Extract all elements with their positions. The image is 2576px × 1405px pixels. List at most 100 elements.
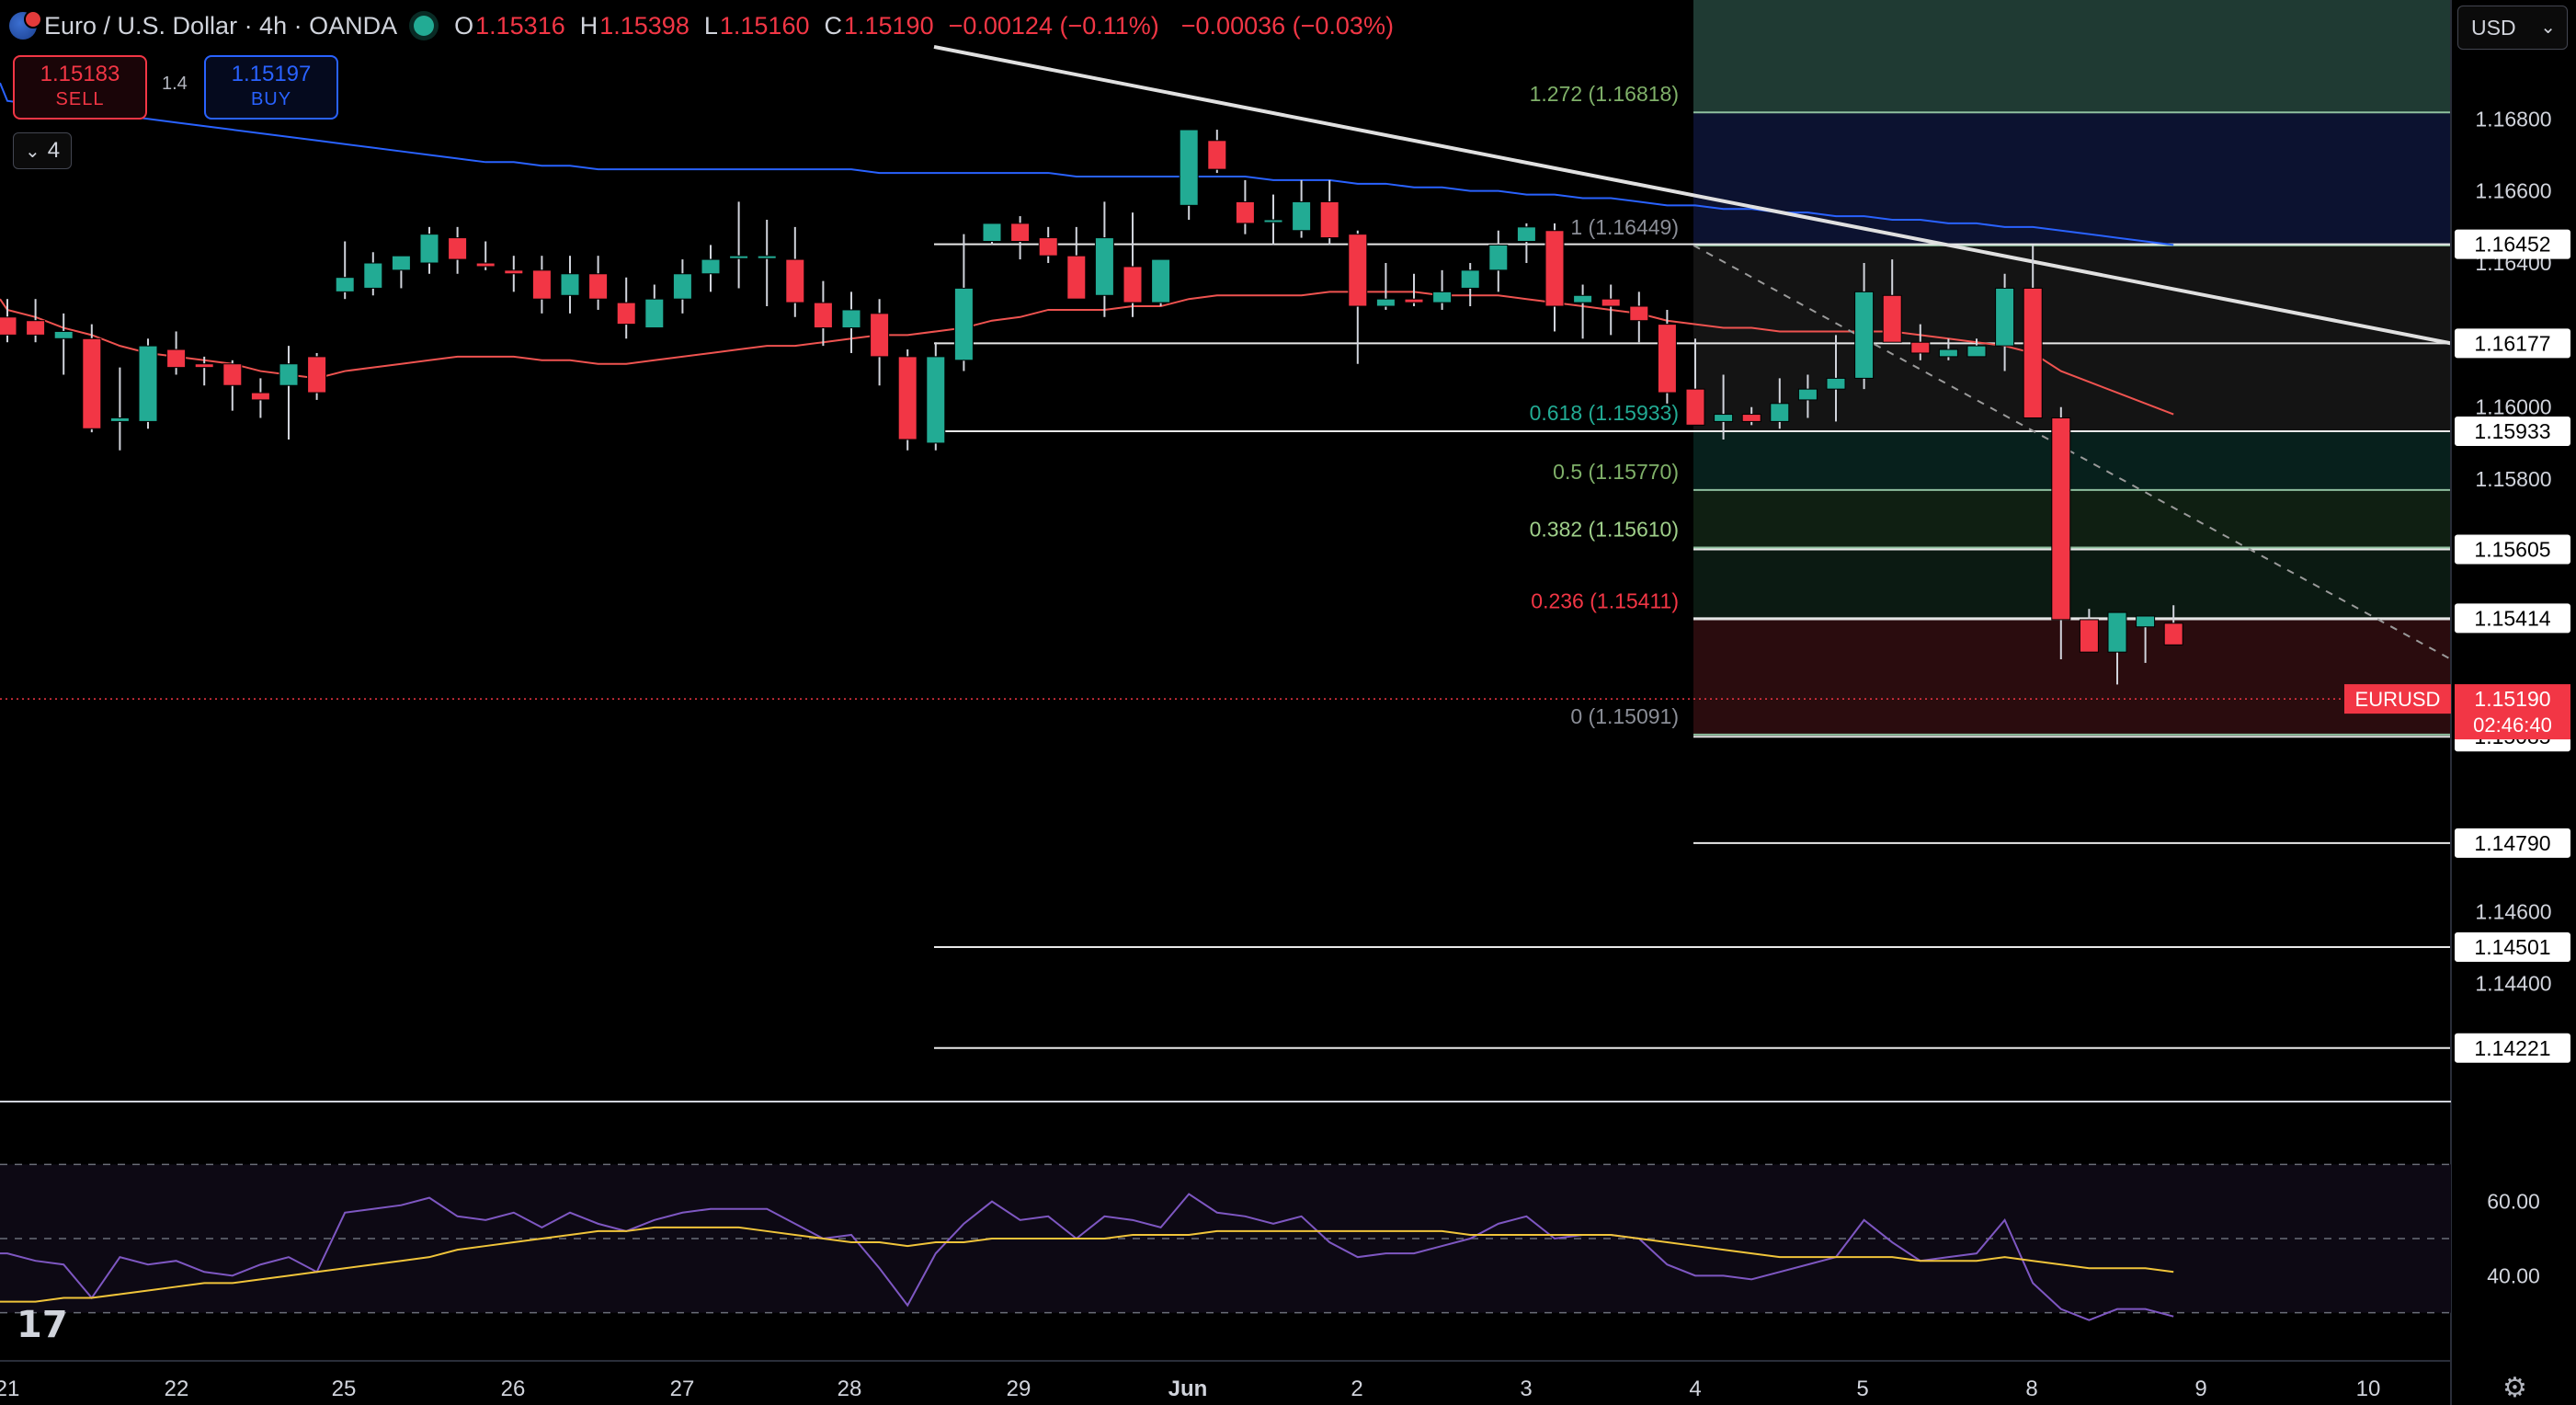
buy-button[interactable]: 1.15197 BUY — [204, 55, 338, 120]
high-value: 1.15398 — [599, 11, 690, 40]
candle-down — [1207, 140, 1227, 170]
buy-label: BUY — [250, 89, 292, 109]
fib-zone — [1693, 619, 2451, 735]
candle-down — [616, 302, 636, 326]
candle-down — [785, 258, 805, 303]
candle-down — [0, 316, 17, 336]
candle-down — [2051, 417, 2071, 621]
candle-down — [531, 269, 552, 300]
candle-up — [1966, 345, 1987, 358]
price-label: 1.14221 — [2474, 1036, 2550, 1060]
candle-down — [1657, 324, 1677, 394]
candle-up — [109, 417, 130, 422]
sell-button[interactable]: 1.15183 SELL — [13, 55, 147, 120]
candle-down — [897, 356, 918, 440]
candle-down — [194, 363, 214, 369]
candle-up — [2136, 615, 2156, 628]
candle-up — [1094, 237, 1114, 296]
candle-up — [1826, 377, 1846, 390]
fib-zone — [1693, 430, 2451, 490]
candle-up — [841, 309, 861, 329]
time-tick-label: 4 — [1689, 1376, 1701, 1401]
candle-up — [1516, 226, 1536, 243]
price-label: 1.14790 — [2474, 831, 2550, 855]
candle-down — [1601, 298, 1621, 307]
candle-down — [1629, 305, 1649, 322]
last-price-bg — [2455, 684, 2570, 740]
symbol-tag: EURUSD — [2355, 688, 2441, 711]
symbol-tag-bg — [2344, 684, 2451, 714]
candle-down — [1010, 223, 1031, 243]
time-tick-label: 9 — [2194, 1376, 2206, 1401]
chevron-down-icon: ⌄ — [24, 141, 40, 162]
buy-price: 1.15197 — [231, 62, 312, 86]
price-label: 1.14501 — [2474, 935, 2550, 959]
fib-zone — [1693, 245, 2451, 431]
candle-up — [1714, 414, 1734, 422]
candle-up — [1938, 348, 1958, 358]
candle-up — [560, 273, 580, 296]
candle-up — [335, 277, 355, 292]
last-price-value: 1.15190 — [2474, 687, 2550, 711]
time-tick-label: 8 — [2025, 1376, 2037, 1401]
ma-red-line — [0, 291, 2174, 416]
close-value: 1.15190 — [843, 11, 934, 40]
candle-down — [307, 356, 327, 394]
candle-down — [1910, 341, 1931, 354]
price-tick-label: 1.16600 — [2475, 179, 2551, 203]
candle-down — [250, 392, 270, 401]
fib-label: 1.272 (1.16818) — [1530, 82, 1679, 106]
time-tick-label: 25 — [332, 1376, 357, 1401]
price-label: 1.16177 — [2474, 331, 2550, 355]
candle-up — [1995, 287, 2015, 347]
tradingview-logo-icon[interactable]: 17 — [17, 1304, 68, 1346]
candle-up — [1375, 298, 1396, 307]
settings-gear-icon[interactable]: ⚙ — [2502, 1373, 2527, 1403]
candle-up — [1488, 244, 1509, 271]
fib-zone-top — [1693, 0, 2451, 113]
market-open-dot-icon — [414, 16, 435, 36]
price-label-bg — [2455, 603, 2570, 634]
candle-down — [813, 302, 833, 329]
time-tick-label: 27 — [670, 1376, 695, 1401]
fib-label: 0.382 (1.15610) — [1530, 518, 1679, 542]
candle-up — [644, 298, 665, 329]
price-tick-label: 1.15800 — [2475, 467, 2551, 491]
price-tick-label: 1.16800 — [2475, 107, 2551, 131]
candle-down — [1404, 298, 1424, 303]
candle-up — [982, 223, 1002, 243]
fib-label: 0.5 (1.15770) — [1553, 460, 1679, 484]
price-label-bg — [2455, 328, 2570, 359]
high-label: H — [579, 11, 598, 40]
fib-zone — [1693, 112, 2451, 246]
price-label: 1.15933 — [2474, 419, 2550, 443]
candle-up — [1263, 219, 1283, 223]
time-tick-label: 10 — [2356, 1376, 2381, 1401]
candle-down — [222, 363, 243, 386]
time-tick-label: 26 — [501, 1376, 526, 1401]
ma-blue-line — [0, 82, 2174, 246]
candle-up — [1179, 129, 1199, 206]
open-label: O — [454, 11, 474, 40]
candle-down — [26, 320, 46, 336]
price-label: 1.15414 — [2474, 606, 2550, 630]
candle-down — [588, 273, 609, 300]
change-value-2: −0.00036 (−0.03%) — [1180, 11, 1394, 40]
candle-up — [701, 258, 721, 275]
indicators-toggle-button[interactable]: ⌄ 4 — [13, 132, 72, 169]
candle-up — [363, 262, 383, 289]
fib-zone — [1693, 547, 2451, 620]
candle-up — [1432, 291, 1453, 303]
fib-label: 0.236 (1.15411) — [1531, 589, 1679, 613]
currency-select[interactable]: USD ⌄ — [2457, 6, 2568, 50]
symbol-title[interactable]: Euro / U.S. Dollar · 4h · OANDA — [44, 11, 398, 40]
price-label-bg — [2455, 932, 2570, 963]
candle-down — [1741, 414, 1761, 422]
price-label: 1.16452 — [2474, 233, 2550, 257]
candle-down — [1319, 200, 1339, 239]
candle-up — [53, 330, 74, 339]
time-tick-label: 29 — [1007, 1376, 1032, 1401]
time-tick-label: 22 — [165, 1376, 189, 1401]
candle-down — [1882, 294, 1902, 343]
